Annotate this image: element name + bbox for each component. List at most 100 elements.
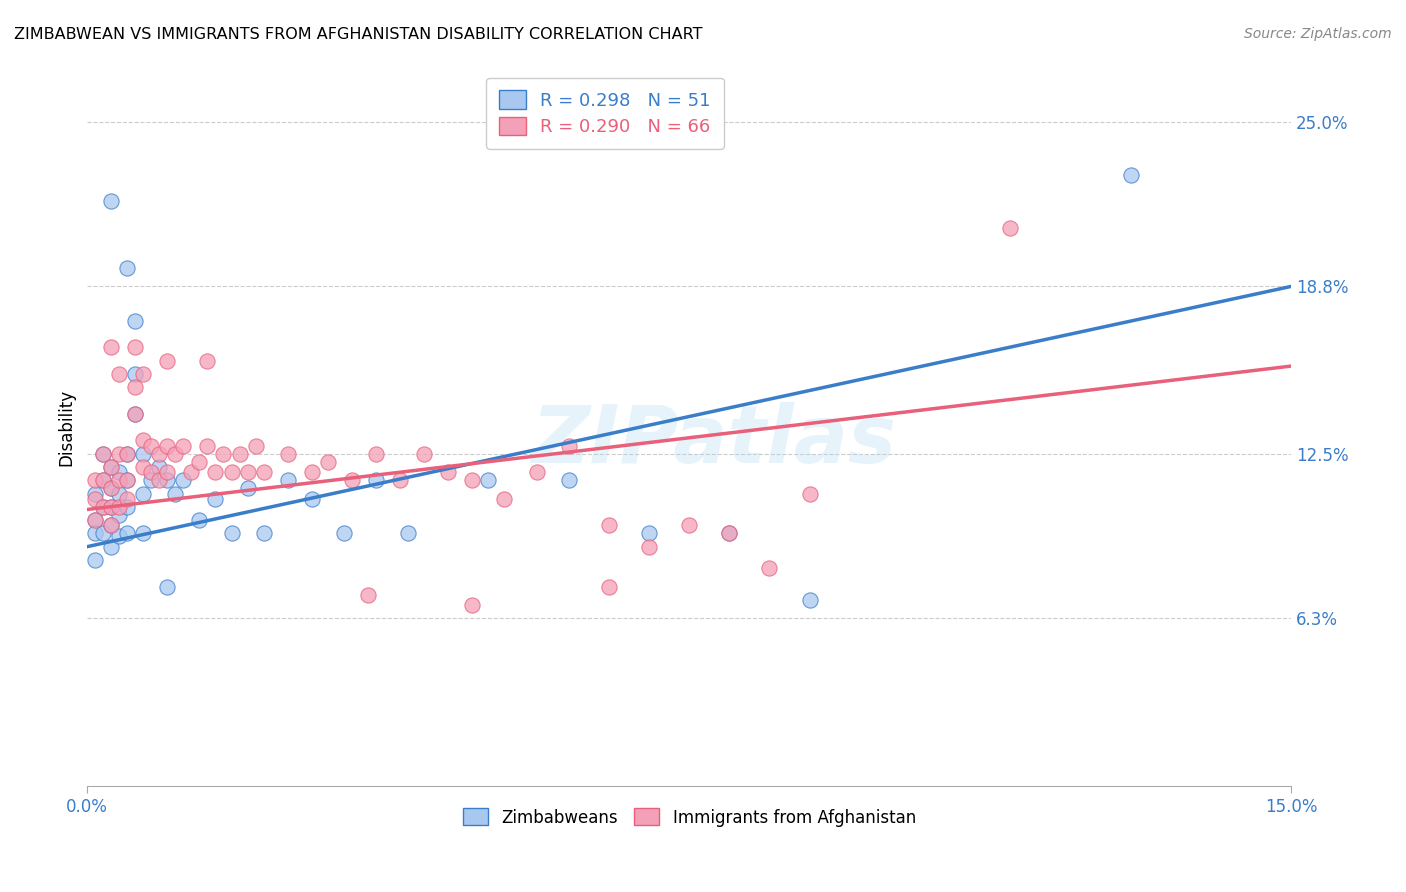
Point [84,553,107,567]
Point [197,439,219,453]
Point [461,473,484,487]
Point [124,407,146,421]
Point [148,460,170,475]
Point [132,434,155,448]
Y-axis label: Disability: Disability [58,389,75,466]
Point [115,491,138,506]
Point [461,598,484,612]
Point [91,500,114,514]
Point [132,486,155,500]
Text: ZIPatlas: ZIPatlas [530,402,896,481]
Point [115,447,138,461]
Point [172,439,194,453]
Point [156,439,179,453]
Point [108,508,131,522]
Point [100,341,122,355]
Point [124,314,146,328]
Point [124,367,146,381]
Point [91,447,114,461]
Point [100,194,122,209]
Point [236,481,259,495]
Point [557,473,579,487]
Point [277,447,299,461]
Point [437,466,460,480]
Point [526,466,548,480]
Point [84,486,107,500]
Point [84,513,107,527]
Point [91,500,114,514]
Point [357,587,380,601]
Point [718,526,741,541]
Text: ZIMBABWEAN VS IMMIGRANTS FROM AFGHANISTAN DISABILITY CORRELATION CHART: ZIMBABWEAN VS IMMIGRANTS FROM AFGHANISTA… [14,27,703,42]
Text: Source: ZipAtlas.com: Source: ZipAtlas.com [1244,27,1392,41]
Legend: Zimbabweans, Immigrants from Afghanistan: Zimbabweans, Immigrants from Afghanistan [454,800,924,835]
Point [221,466,243,480]
Point [718,526,741,541]
Point [132,460,155,475]
Point [1000,221,1022,235]
Point [389,473,412,487]
Point [100,460,122,475]
Point [165,486,187,500]
Point [252,466,274,480]
Point [165,447,187,461]
Point [115,473,138,487]
Point [124,341,146,355]
Point [598,580,620,594]
Point [678,518,700,533]
Point [141,473,163,487]
Point [124,380,146,394]
Point [396,526,419,541]
Point [188,513,211,527]
Point [132,367,155,381]
Point [141,439,163,453]
Point [156,473,179,487]
Point [115,526,138,541]
Point [84,473,107,487]
Point [84,491,107,506]
Point [477,473,499,487]
Point [100,460,122,475]
Point [799,592,821,607]
Point [132,447,155,461]
Point [132,526,155,541]
Point [638,540,661,554]
Point [100,500,122,514]
Point [316,455,339,469]
Point [156,466,179,480]
Point [638,526,661,541]
Point [252,526,274,541]
Point [108,447,131,461]
Point [100,518,122,533]
Point [204,466,226,480]
Point [172,473,194,487]
Point [84,513,107,527]
Point [100,481,122,495]
Point [180,466,202,480]
Point [333,526,356,541]
Point [115,260,138,275]
Point [115,447,138,461]
Point [148,473,170,487]
Point [197,353,219,368]
Point [115,473,138,487]
Point [301,491,323,506]
Point [148,447,170,461]
Point [100,518,122,533]
Point [245,439,267,453]
Point [108,500,131,514]
Point [124,407,146,421]
Point [1119,168,1142,182]
Point [108,466,131,480]
Point [108,367,131,381]
Point [115,500,138,514]
Point [188,455,211,469]
Point [236,466,259,480]
Point [277,473,299,487]
Point [799,486,821,500]
Point [108,529,131,543]
Point [91,473,114,487]
Point [758,561,780,575]
Point [91,473,114,487]
Point [91,447,114,461]
